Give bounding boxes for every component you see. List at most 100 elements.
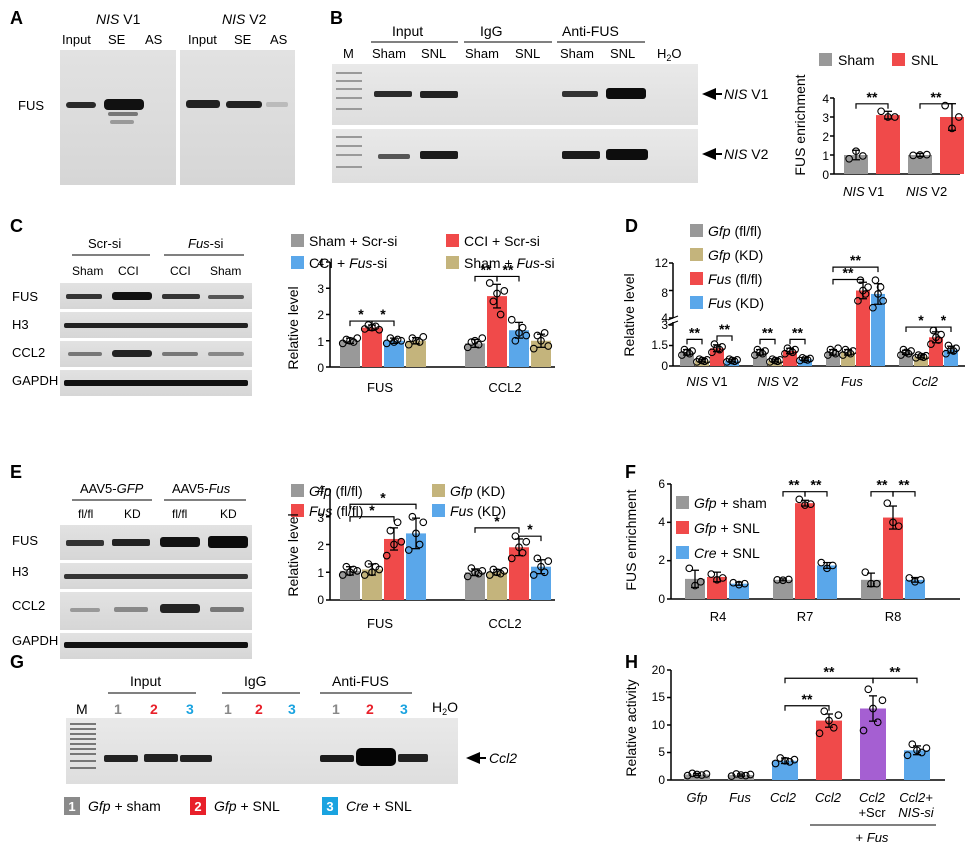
significance-bracket bbox=[804, 491, 828, 497]
data-point bbox=[412, 529, 420, 538]
pcr-band bbox=[420, 91, 458, 98]
panel-g-gel: Input IgG Anti-FUS M 1 2 3 1 2 3 1 2 3 H… bbox=[64, 673, 517, 815]
data-point bbox=[817, 558, 826, 567]
data-point bbox=[382, 551, 391, 560]
data-point bbox=[518, 548, 527, 557]
data-point bbox=[685, 564, 694, 573]
panel-label-h: H bbox=[625, 652, 638, 672]
arrow-icon bbox=[702, 148, 716, 160]
data-point bbox=[922, 744, 931, 752]
bar bbox=[531, 340, 551, 367]
legend-label: Fus (fl/fl) bbox=[708, 271, 762, 287]
data-point bbox=[852, 147, 860, 156]
significance-bracket bbox=[349, 516, 395, 522]
significance-bracket bbox=[759, 338, 776, 345]
y-tick-label: 2 bbox=[317, 539, 324, 553]
data-point bbox=[869, 704, 877, 713]
data-point bbox=[478, 567, 487, 575]
legend-swatch bbox=[446, 256, 459, 269]
significance-bracket bbox=[371, 320, 395, 327]
data-point bbox=[834, 711, 843, 719]
western-band bbox=[208, 295, 244, 299]
data-point bbox=[894, 522, 903, 531]
panel-d-plot: ** ** ** ******* * bbox=[667, 252, 965, 367]
data-point bbox=[891, 113, 899, 121]
bar bbox=[465, 572, 485, 600]
pcr-band bbox=[104, 755, 138, 762]
bar bbox=[406, 340, 426, 367]
data-point bbox=[903, 751, 912, 760]
legend-label: CCI + Scr-si bbox=[464, 233, 540, 249]
data-point bbox=[419, 332, 428, 341]
key-badge-number: 2 bbox=[194, 799, 201, 814]
y-tick-label: 4 bbox=[317, 483, 324, 497]
key-badge-number: 3 bbox=[326, 799, 333, 814]
legend-swatch bbox=[690, 224, 703, 237]
western-band bbox=[66, 294, 102, 299]
panel-e-lane-label: KD bbox=[220, 507, 237, 521]
data-point bbox=[393, 335, 402, 344]
panel-e-lane-label: fl/fl bbox=[172, 507, 187, 521]
panel-c-lane-label: Sham bbox=[210, 264, 241, 278]
panel-a-blot-2 bbox=[180, 50, 295, 185]
panel-c-lane-label: CCI bbox=[170, 264, 191, 278]
bar bbox=[856, 290, 870, 366]
panel-g-ladder bbox=[70, 723, 96, 769]
bar bbox=[680, 352, 694, 366]
significance-bracket bbox=[686, 338, 703, 345]
panel-g-marker-label: M bbox=[76, 701, 88, 717]
y-tick-label: 3 bbox=[317, 282, 324, 296]
western-band bbox=[162, 294, 200, 299]
data-point bbox=[913, 746, 921, 755]
significance-label: * bbox=[380, 489, 386, 505]
panel-a-group2-title: NIS V2 bbox=[222, 11, 267, 27]
bar bbox=[905, 579, 925, 599]
western-band bbox=[112, 539, 150, 546]
y-tick-label: 0 bbox=[658, 773, 665, 787]
legend-swatch bbox=[690, 296, 703, 309]
data-point bbox=[710, 340, 719, 348]
significance-label: ** bbox=[931, 89, 942, 105]
data-point bbox=[761, 347, 769, 355]
legend-label: Sham + Scr-si bbox=[309, 233, 397, 249]
x-category-label: R8 bbox=[885, 609, 902, 624]
significance-label: * bbox=[380, 306, 386, 322]
significance-bracket bbox=[935, 326, 952, 333]
bar bbox=[340, 340, 360, 367]
legend-label: Gfp (fl/fl) bbox=[309, 483, 363, 499]
legend-swatch bbox=[676, 546, 689, 559]
data-point bbox=[493, 568, 501, 577]
data-point bbox=[867, 579, 875, 588]
western-band bbox=[112, 292, 152, 300]
data-point bbox=[691, 581, 699, 590]
bar bbox=[841, 352, 855, 366]
panel-g-arrow-label: Ccl2 bbox=[489, 750, 517, 766]
x-category-label-line2: +Scr bbox=[858, 805, 886, 820]
data-point bbox=[779, 576, 787, 585]
western-band bbox=[110, 120, 134, 124]
data-point bbox=[941, 101, 949, 110]
legend-swatch bbox=[432, 484, 445, 497]
data-point bbox=[471, 568, 479, 577]
panel-b-marker-label: M bbox=[343, 46, 354, 61]
y-tick-label: 8 bbox=[661, 286, 668, 300]
data-point bbox=[737, 771, 745, 779]
y-axis-label: FUS enrichment bbox=[623, 489, 639, 590]
panel-e-blot: AAV5-GFP AAV5-Fus fl/fl KD fl/fl KD FUS … bbox=[12, 481, 252, 659]
key-badge bbox=[322, 797, 338, 815]
panel-h-chart: Relative activity 0 5 10 15 20 Gfp Fus C… bbox=[623, 663, 945, 845]
data-point bbox=[834, 344, 842, 353]
panel-a-lane-label: SE bbox=[234, 32, 252, 47]
data-point bbox=[533, 331, 542, 340]
data-point bbox=[540, 329, 549, 337]
panel-b-group-label: IgG bbox=[480, 23, 503, 39]
panel-b-gel: Input IgG Anti-FUS M Sham SNL Sham SNL S… bbox=[332, 23, 769, 183]
panel-c-row-label: H3 bbox=[12, 317, 29, 332]
legend-swatch bbox=[291, 256, 304, 269]
panel-c-row-label: FUS bbox=[12, 289, 38, 304]
data-point bbox=[693, 770, 701, 779]
data-point bbox=[702, 770, 711, 778]
significance-label: * bbox=[369, 502, 375, 518]
data-point bbox=[879, 296, 887, 305]
